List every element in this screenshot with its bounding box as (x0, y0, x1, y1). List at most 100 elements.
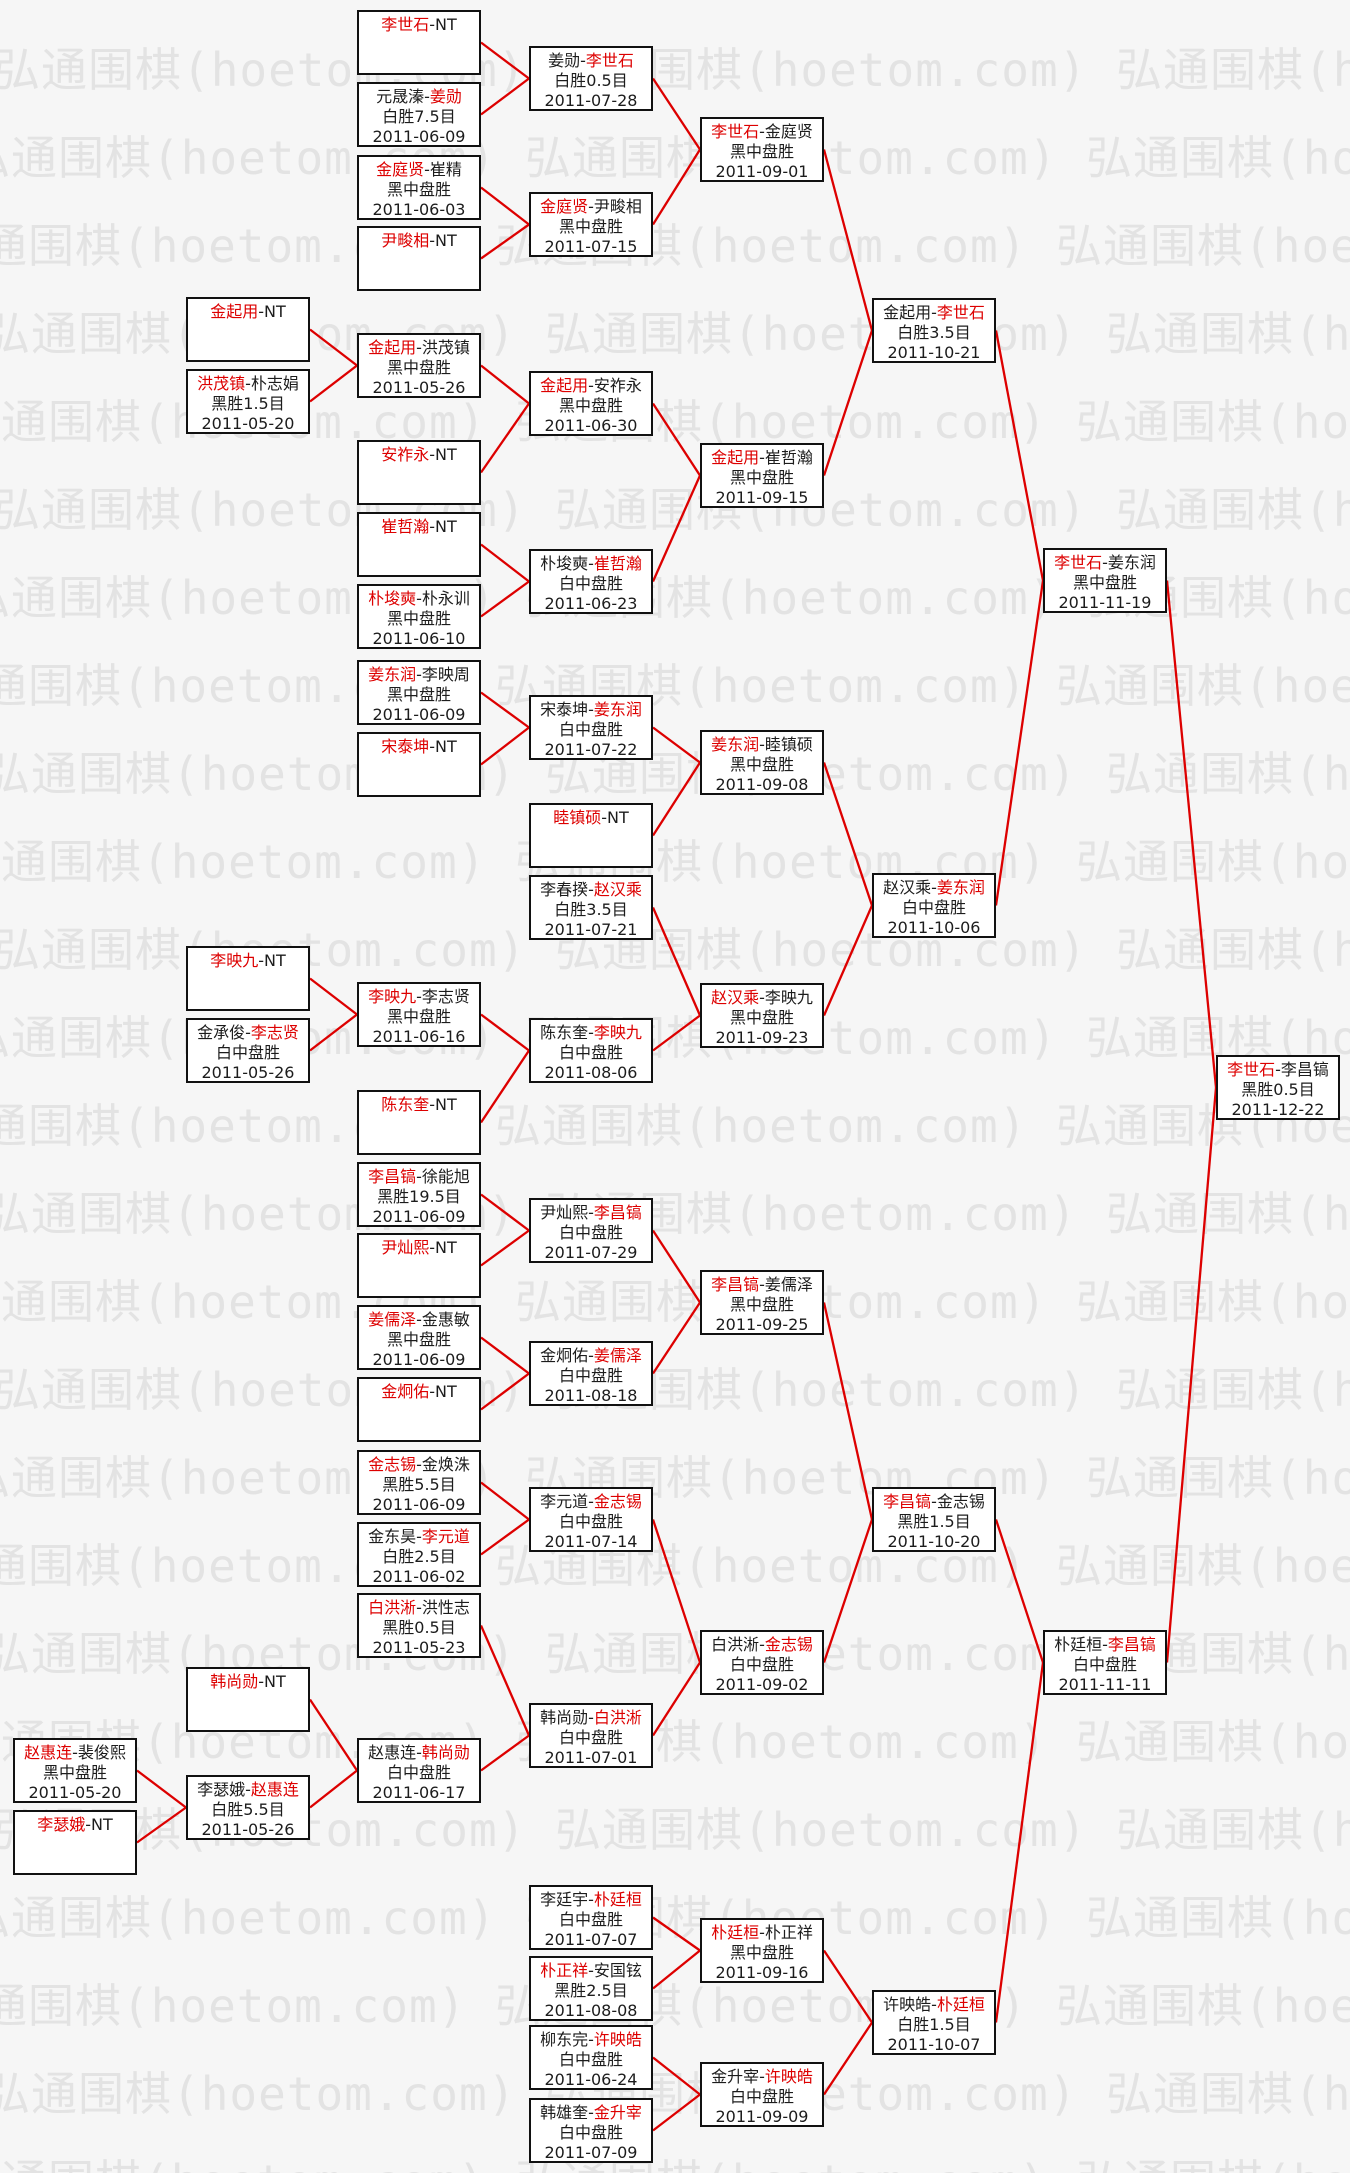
match-box-元晟溱-姜勋: 元晟溱-姜勋 白胜7.5目 2011-06-09 (357, 82, 481, 147)
match-box-白洪淅-洪性志: 白洪淅-洪性志 黑胜0.5目 2011-05-23 (357, 1593, 481, 1658)
match-players: 金升宰-许映皓 (702, 2067, 822, 2087)
player2-name: NT (435, 15, 457, 34)
match-result: 白中盘胜 (558, 1512, 623, 1531)
bracket-line-b25-b26 (994, 580, 1045, 906)
match-players: 赵汉乘-姜东润 (874, 878, 994, 898)
bracket-line-b47-b48 (136, 1806, 187, 1844)
bracket-line-b1-b5 (480, 41, 530, 80)
match-box-崔哲瀚-NT: 崔哲瀚-NT (357, 512, 481, 577)
bracket-line-b38-b44 (822, 1302, 874, 1520)
versus-dash: - (588, 1961, 594, 1980)
match-box-李世石-李昌镐: 李世石-李昌镐 黑胜0.5目 2011-12-22 (1216, 1055, 1340, 1120)
match-box-陈东奎-李映九: 陈东奎-李映九 白中盘胜 2011-08-06 (529, 1018, 653, 1083)
match-date: 2011-06-03 (372, 200, 466, 219)
player2-name: 睦镇硕 (764, 735, 813, 754)
match-players: 尹灿熙-李昌镐 (531, 1203, 651, 1223)
match-box-洪茂镇-朴志娟: 洪茂镇-朴志娟 黑胜1.5目 2011-05-20 (186, 369, 310, 434)
player1-name: 金庭贤 (376, 160, 425, 179)
match-players: 金炯佑-NT (359, 1382, 479, 1402)
bracket-line-b43-b44 (822, 1519, 874, 1663)
bracket-line-b36-b37 (480, 1372, 530, 1411)
match-date: 2011-09-16 (715, 1963, 809, 1982)
versus-dash: - (416, 1598, 422, 1617)
player1-name: 韩尚勋 (210, 1672, 259, 1691)
match-date: 2011-06-17 (372, 1783, 466, 1802)
watermark-text: 弘通围棋(hoetom.com) 弘通围棋(hoetom.com) 弘通围棋(h… (0, 1187, 1350, 1241)
player2-name: 许映皓 (593, 2030, 642, 2049)
bracket-line-b4-b6 (480, 223, 530, 260)
player1-name: 赵惠连 (24, 1743, 73, 1762)
bracket-line-b8-b10 (309, 328, 358, 367)
player1-name: 韩雄奎 (540, 2103, 589, 2122)
watermark-text: 弘通围棋(hoetom.com) 弘通围棋(hoetom.com) 弘通围棋(h… (0, 219, 1350, 273)
bracket-line-b51-b53 (652, 1916, 701, 1952)
match-players: 李廷宇-朴廷桓 (531, 1890, 651, 1910)
bracket-line-b21-b22 (652, 761, 701, 837)
player2-name: NT (91, 1815, 113, 1834)
bracket-line-b29-b31 (480, 1013, 530, 1052)
match-result: 白中盘胜 (729, 2087, 794, 2106)
match-result: 白中盘胜 (558, 2050, 623, 2069)
match-box-赵汉乘-李映九: 赵汉乘-李映九 黑中盘胜 2011-09-23 (700, 983, 824, 1048)
match-result: 白中盘胜 (558, 1728, 623, 1747)
match-date: 2011-08-06 (544, 1063, 638, 1082)
match-box-李世石-NT: 李世石-NT (357, 10, 481, 75)
player2-name: NT (435, 445, 457, 464)
bracket-line-b3-b6 (480, 186, 530, 226)
match-box-韩尚勋-NT: 韩尚勋-NT (186, 1667, 310, 1732)
player1-name: 朴埈奭 (540, 554, 589, 573)
match-result: 黑中盘胜 (386, 685, 451, 704)
player1-name: 李世石 (381, 15, 430, 34)
watermark-text: 弘通围棋(hoetom.com) 弘通围棋(hoetom.com) 弘通围棋(h… (0, 2146, 1350, 2173)
match-players: 李昌镐-金志锡 (874, 1492, 994, 1512)
player2-name: 金志锡 (936, 1492, 985, 1511)
player1-name: 李昌镐 (368, 1167, 417, 1186)
player2-name: 安国铉 (593, 1961, 642, 1980)
player2-name: 姜东润 (936, 878, 985, 897)
bracket-line-b10-b14 (480, 364, 530, 405)
match-players: 陈东奎-李映九 (531, 1023, 651, 1043)
match-box-姜东润-睦镇硕: 姜东润-睦镇硕 黑中盘胜 2011-09-08 (700, 730, 824, 795)
versus-dash: - (416, 1743, 422, 1762)
player1-name: 宋泰坤 (540, 700, 589, 719)
bracket-line-b33-b34 (480, 1229, 530, 1267)
match-date: 2011-06-09 (372, 1495, 466, 1514)
bracket-line-b23-b24 (651, 907, 702, 1016)
match-box-柳东完-许映皓: 柳东完-许映皓 白中盘胜 2011-06-24 (529, 2025, 653, 2090)
player1-name: 姜儒泽 (368, 1310, 417, 1329)
match-date: 2011-08-08 (544, 2001, 638, 2020)
player1-name: 李世石 (711, 122, 760, 141)
match-players: 赵惠连-韩尚勋 (359, 1743, 479, 1763)
player2-name: 姜儒泽 (593, 1346, 642, 1365)
versus-dash: - (258, 1672, 265, 1691)
match-players: 睦镇硕-NT (531, 808, 651, 828)
match-date: 2011-05-20 (28, 1783, 122, 1802)
match-result: 黑中盘胜 (386, 609, 451, 628)
match-date: 2011-08-18 (544, 1386, 638, 1405)
match-date: 2011-05-23 (372, 1638, 466, 1657)
player2-name: 金庭贤 (764, 122, 813, 141)
player2-name: NT (435, 1095, 457, 1114)
match-players: 金庭贤-尹畯相 (531, 197, 651, 217)
match-players: 宋泰坤-NT (359, 737, 479, 757)
versus-dash: - (429, 737, 436, 756)
match-players: 洪茂镇-朴志娟 (188, 374, 308, 394)
match-players: 李映九-NT (188, 951, 308, 971)
match-players: 朴埈奭-朴永训 (359, 589, 479, 609)
match-players: 李春揆-赵汉乘 (531, 880, 651, 900)
player2-name: 李昌镐 (593, 1203, 642, 1222)
bracket-line-b16-b17 (822, 330, 874, 476)
player1-name: 陈东奎 (540, 1023, 589, 1042)
match-players: 尹畯相-NT (359, 231, 479, 251)
match-result: 黑胜1.5目 (211, 394, 285, 413)
versus-dash: - (580, 51, 586, 70)
match-result: 黑中盘胜 (386, 358, 451, 377)
player1-name: 金起用 (711, 448, 760, 467)
bracket-line-b5-b7 (652, 77, 701, 151)
match-players: 朴廷桓-朴正祥 (702, 1923, 822, 1943)
versus-dash: - (588, 1203, 594, 1222)
match-result: 黑中盘胜 (42, 1763, 107, 1782)
match-box-朴正祥-安国铉: 朴正祥-安国铉 黑胜2.5目 2011-08-08 (529, 1956, 653, 2021)
match-result: 白中盘胜 (558, 1043, 623, 1062)
player1-name: 崔哲瀚 (381, 517, 430, 536)
